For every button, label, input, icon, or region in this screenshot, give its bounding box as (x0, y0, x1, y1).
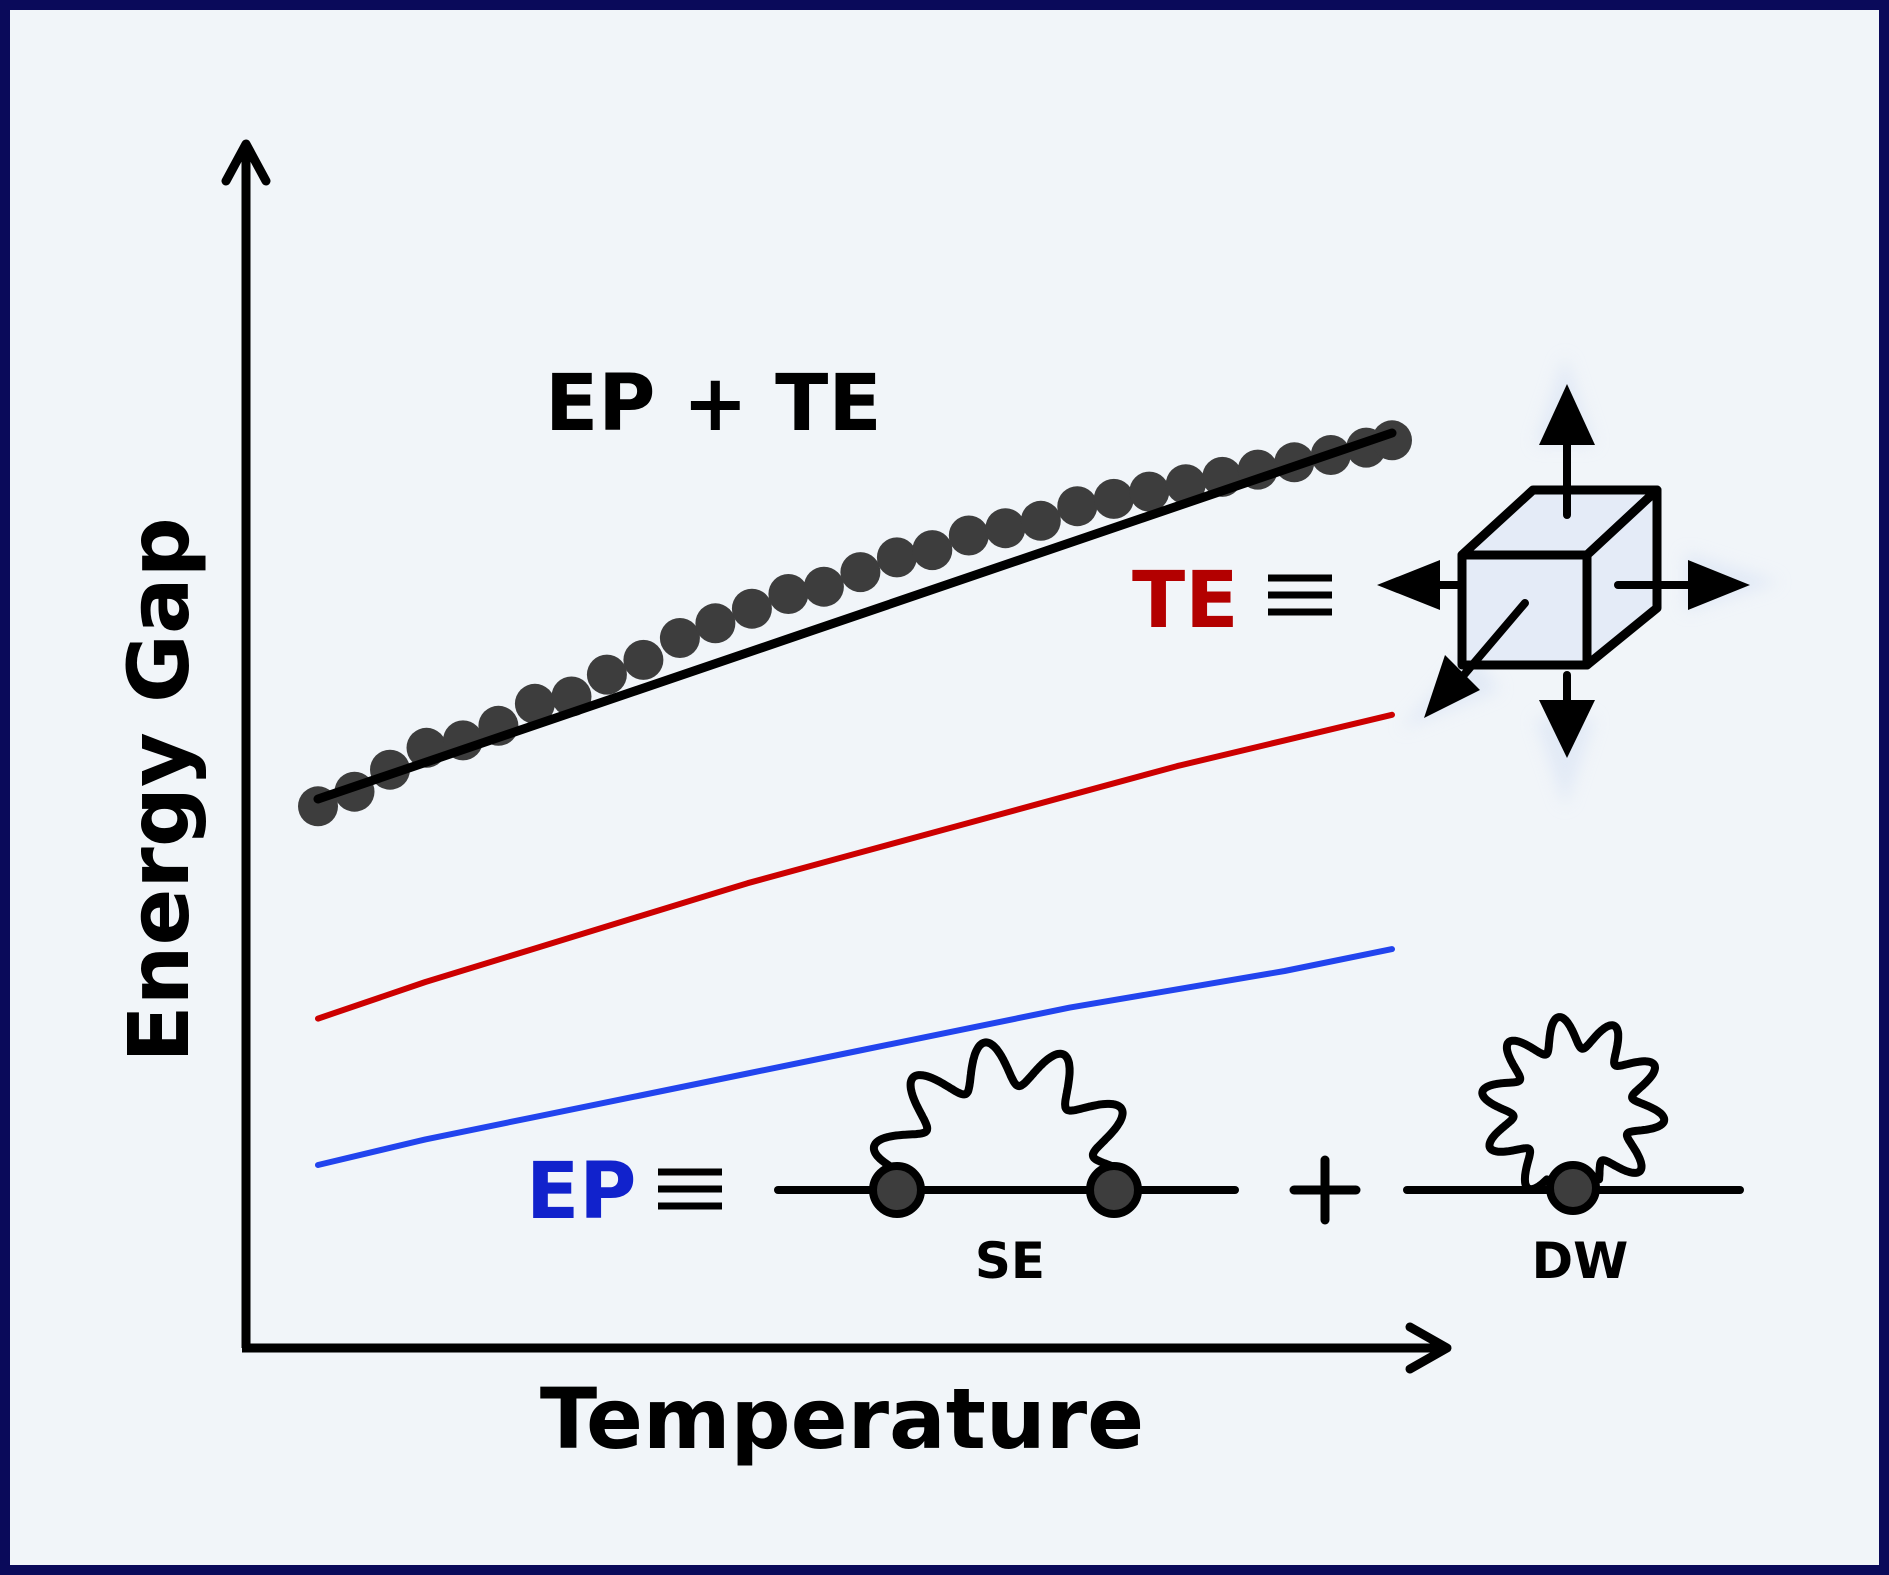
x-axis-arrowhead (1405, 1322, 1452, 1374)
thermal-expansion-cube-icon (1377, 355, 1780, 808)
ep-equiv-symbol (658, 1168, 722, 1210)
fit-line (313, 428, 1397, 804)
te-label: TE (1132, 556, 1239, 646)
data-point (1165, 464, 1206, 505)
data-point (876, 537, 917, 578)
data-point (948, 515, 989, 556)
te-series (315, 711, 1395, 1022)
te-line (315, 711, 1395, 1022)
self-energy-feynman-diagram-icon (774, 1038, 1239, 1218)
dw-phonon-loop (1478, 1013, 1669, 1194)
data-point (985, 508, 1026, 549)
dw-vertex (1546, 1161, 1600, 1215)
arrow-right-head (1688, 560, 1750, 610)
data-point (1372, 420, 1412, 461)
dw-label: DW (1532, 1232, 1629, 1290)
te-equiv-symbol (1268, 574, 1332, 616)
data-point (840, 552, 881, 593)
ep-te-fit-line (313, 428, 1397, 804)
se-label: SE (975, 1232, 1045, 1290)
data-point (731, 588, 772, 629)
data-point (768, 574, 809, 614)
x-axis-label: Temperature (540, 1370, 1144, 1468)
data-point (1129, 471, 1170, 512)
data-point (1020, 500, 1061, 541)
debye-waller-feynman-diagram-icon (1403, 1013, 1744, 1215)
se-vertex-left (869, 1162, 925, 1218)
cube-front-face (1457, 550, 1592, 670)
se-vertex-right (1086, 1162, 1142, 1218)
data-point (1093, 478, 1134, 519)
se-phonon-loop (869, 1038, 1127, 1172)
arrow-down-head (1539, 700, 1595, 758)
data-point (695, 603, 736, 644)
data-point (803, 566, 844, 607)
axes (221, 139, 1452, 1374)
arrow-diag-shaft (1453, 599, 1529, 687)
ep-te-label: EP + TE (545, 359, 882, 449)
arrow-up-head (1539, 384, 1595, 445)
ep-label: EP (526, 1147, 636, 1237)
data-point (912, 530, 953, 571)
y-axis-arrowhead (221, 139, 271, 186)
ep-series (315, 946, 1395, 1168)
data-point (514, 683, 555, 724)
arrow-left-head (1377, 560, 1440, 610)
data-point (623, 639, 664, 680)
data-point (586, 654, 627, 695)
data-point (1057, 486, 1098, 527)
ep-line (315, 946, 1395, 1168)
plus-symbol (1289, 1155, 1361, 1225)
y-axis-label: Energy Gap (110, 517, 208, 1062)
data-point (659, 618, 700, 658)
arrow-diag-head (1424, 655, 1480, 718)
